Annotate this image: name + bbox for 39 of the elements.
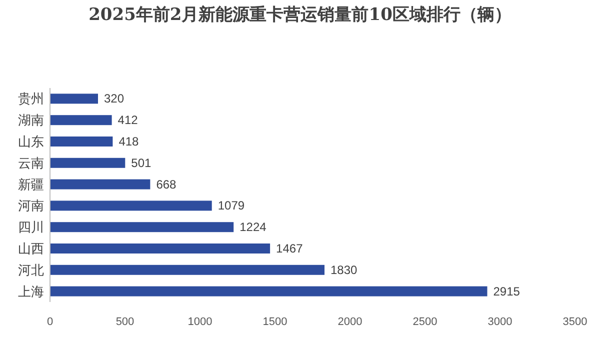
data-label: 668	[156, 177, 177, 192]
data-label: 501	[131, 156, 152, 170]
y-tick-label: 山东	[18, 134, 44, 149]
bar	[50, 94, 98, 104]
data-label: 1224	[240, 220, 267, 234]
y-tick-label: 贵州	[18, 91, 44, 106]
y-tick-label: 新疆	[18, 176, 44, 192]
y-tick-label: 河北	[18, 262, 44, 278]
bar	[50, 136, 113, 146]
bar	[50, 200, 212, 211]
y-tick-label: 上海	[18, 284, 44, 299]
bar	[50, 264, 324, 275]
chart-title: 2025年前2月新能源重卡营运销量前10区域排行（辆）	[88, 4, 512, 26]
x-tick-label: 3500	[562, 316, 588, 328]
data-label: 320	[104, 92, 124, 106]
x-tick-label: 3000	[488, 316, 512, 328]
bar	[50, 222, 234, 232]
y-tick-label: 云南	[18, 155, 44, 170]
x-tick-label: 2000	[338, 316, 362, 328]
x-tick-label: 500	[116, 316, 134, 328]
bar	[50, 115, 112, 126]
y-tick-label: 河南	[18, 198, 44, 214]
data-label: 412	[118, 113, 138, 128]
bar	[50, 244, 270, 254]
y-tick-label: 四川	[18, 220, 44, 235]
bar	[50, 158, 126, 168]
y-tick-label: 湖南	[18, 112, 44, 128]
data-label: 1467	[276, 242, 304, 256]
x-tick-label: 0	[46, 316, 54, 328]
data-label: 418	[118, 134, 140, 148]
y-tick-label: 山西	[18, 241, 44, 256]
x-tick-label: 1500	[262, 316, 288, 328]
x-tick-label: 1000	[188, 316, 212, 328]
bar	[50, 179, 150, 190]
data-label: 1830	[330, 262, 358, 277]
data-label: 2915	[493, 284, 520, 298]
data-label: 1079	[218, 198, 245, 213]
bar	[50, 286, 488, 296]
x-tick-label: 2500	[412, 316, 438, 328]
